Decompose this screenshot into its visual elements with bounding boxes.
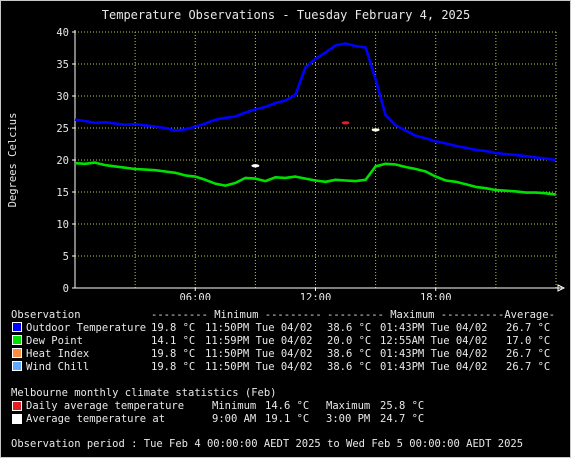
- legend-min-time: 11:50PM Tue 04/02: [205, 322, 313, 334]
- legend-average: 26.7 °C: [506, 348, 551, 360]
- y-tick-label: 10: [56, 219, 69, 231]
- legend-swatch: [12, 348, 22, 358]
- x-tick-label: 06:00: [179, 292, 211, 300]
- legend-series-name: Dew Point: [26, 335, 83, 347]
- climate-marker: [371, 128, 380, 132]
- chart-title: Temperature Observations - Tuesday Febru…: [102, 8, 470, 22]
- legend-series-name: Outdoor Temperature: [26, 322, 147, 334]
- legend-header-maximum: --------- Maximum ---------: [327, 309, 498, 321]
- climate-at-value-1: 19.1 °C: [265, 413, 310, 425]
- climate-at-value-2: 24.7 °C: [380, 413, 425, 425]
- climate-min-label: Minimum: [212, 400, 257, 412]
- legend-header-minimum: --------- Minimum ---------: [151, 309, 322, 321]
- series-line: [74, 161, 557, 196]
- climate-at-time-2: 3:00 PM: [326, 413, 371, 425]
- climate-daily-label: Daily average temperature: [26, 400, 185, 412]
- observation-period: Observation period : Tue Feb 4 00:00:00 …: [11, 438, 524, 450]
- legend-series-name: Heat Index: [26, 348, 90, 360]
- y-tick-label: 35: [56, 59, 69, 71]
- y-tick-label: 15: [56, 187, 69, 199]
- legend-max-value: 38.6 °C: [327, 361, 372, 373]
- legend-series-name: Wind Chill: [26, 361, 90, 373]
- legend-max-time: 01:43PM Tue 04/02: [380, 322, 488, 334]
- y-axis-label: Degrees Celcius: [7, 113, 19, 208]
- legend-average: 17.0 °C: [506, 335, 551, 347]
- legend-max-value: 20.0 °C: [327, 335, 372, 347]
- legend-swatch: [12, 322, 22, 332]
- legend-header-average: -Average-: [498, 309, 555, 321]
- legend-max-time: 01:43PM Tue 04/02: [380, 348, 488, 360]
- legend-min-value: 19.8 °C: [151, 348, 196, 360]
- legend-min-value: 19.8 °C: [151, 322, 196, 334]
- y-tick-label: 20: [56, 155, 69, 167]
- legend-swatch: [12, 335, 22, 345]
- climate-at-time-1: 9:00 AM: [212, 413, 257, 425]
- x-tick-label: 18:00: [420, 292, 452, 300]
- y-tick-label: 40: [56, 27, 69, 39]
- y-tick-label: 25: [56, 123, 69, 135]
- legend-min-time: 11:59PM Tue 04/02: [205, 335, 313, 347]
- legend-min-value: 14.1 °C: [151, 335, 196, 347]
- legend-max-time: 01:43PM Tue 04/02: [380, 361, 488, 373]
- climate-min-value: 14.6 °C: [265, 400, 310, 412]
- legend-min-time: 11:50PM Tue 04/02: [205, 348, 313, 360]
- climate-marker: [341, 121, 350, 125]
- legend-max-value: 38.6 °C: [327, 348, 372, 360]
- temperature-chart: Temperature Observations - Tuesday Febru…: [7, 8, 566, 300]
- legend-min-time: 11:50PM Tue 04/02: [205, 361, 313, 373]
- climate-heading: Melbourne monthly climate statistics (Fe…: [11, 387, 277, 399]
- legend-average: 26.7 °C: [506, 322, 551, 334]
- legend-header-observation: Observation: [11, 309, 81, 321]
- climate-daily-swatch: [12, 401, 22, 411]
- climate-max-label: Maximum: [326, 400, 371, 412]
- y-tick-label: 30: [56, 91, 69, 103]
- legend-max-value: 38.6 °C: [327, 322, 372, 334]
- climate-at-swatch: [12, 414, 22, 424]
- climate-at-label: Average temperature at: [26, 413, 166, 425]
- legend-average: 26.7 °C: [506, 361, 551, 373]
- x-axis-arrow: [557, 284, 566, 292]
- legend-swatch: [12, 361, 22, 371]
- climate-max-value: 25.8 °C: [380, 400, 425, 412]
- y-tick-label: 0: [63, 283, 69, 295]
- series-line: [74, 42, 557, 162]
- legend-max-time: 12:55AM Tue 04/02: [380, 335, 488, 347]
- legend-min-value: 19.8 °C: [151, 361, 196, 373]
- climate-marker: [251, 164, 260, 168]
- y-tick-label: 5: [63, 251, 69, 263]
- x-tick-label: 12:00: [300, 292, 332, 300]
